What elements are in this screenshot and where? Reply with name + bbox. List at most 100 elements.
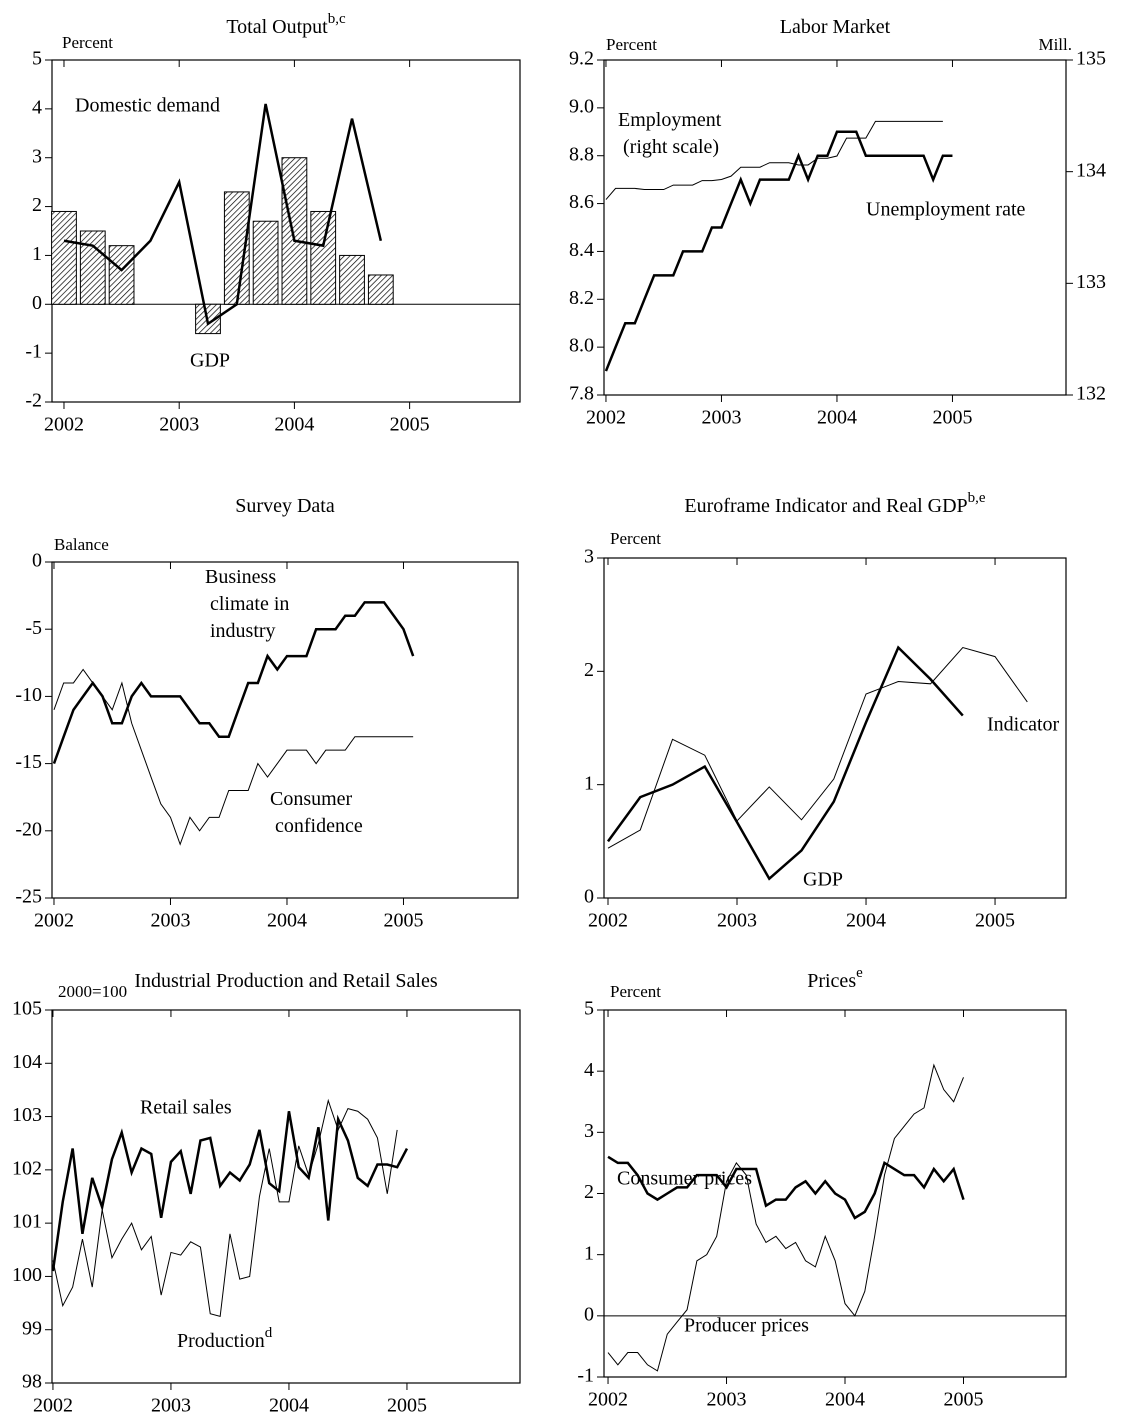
x-tick-label: 2003: [150, 910, 190, 932]
y-tick-label: 0: [584, 886, 594, 908]
x-tick-label: 2003: [159, 414, 199, 436]
plot-frame: [603, 59, 1067, 396]
series-line: [52, 1098, 398, 1318]
x-tick-label: 2004: [817, 407, 857, 429]
title-text: Labor Market: [780, 16, 891, 38]
y-tick-label: 104: [12, 1051, 42, 1073]
x-tick-label: 2002: [588, 1389, 628, 1411]
title-text: Prices: [807, 970, 856, 992]
plot-frame: [51, 1009, 521, 1384]
y-tick-label: 3: [584, 1120, 594, 1142]
x-tick-label: 2003: [707, 1389, 747, 1411]
y-axis-unit: Percent: [610, 982, 661, 1001]
title-sup: b,e: [968, 490, 986, 506]
bar: [339, 254, 365, 305]
y-tick-label: 8.8: [569, 143, 594, 165]
y-tick-label: 105: [12, 998, 42, 1020]
x-tick-label: 2004: [269, 1395, 309, 1415]
series-label: Employment (right scale): [618, 109, 722, 158]
x-tick-label: 2004: [267, 910, 307, 932]
series-label-line: Employment: [618, 109, 722, 131]
x-tick-label: 2003: [717, 910, 757, 932]
y-tick-label: -1: [577, 1365, 594, 1387]
series-name: Production: [177, 1330, 265, 1352]
bar: [79, 230, 106, 305]
title-text: Survey Data: [235, 495, 335, 517]
title-sup: b,c: [328, 11, 346, 27]
series-label-line: Business: [205, 566, 276, 588]
y2-axis-unit: Mill.: [1038, 35, 1072, 54]
y-tick-label: -15: [15, 751, 42, 773]
y-tick-label: 3: [584, 546, 594, 568]
y-tick-label: 2: [32, 194, 42, 216]
series-line: [607, 1155, 965, 1220]
y-tick-label: 7.8: [569, 383, 594, 405]
y-tick-label: -10: [15, 684, 42, 706]
y-tick-label: -2: [25, 390, 42, 412]
y-tick-label: 103: [12, 1104, 42, 1126]
x-tick-label: 2004: [274, 414, 314, 436]
title-text: Total Output: [226, 16, 328, 38]
x-tick-label: 2002: [33, 1395, 73, 1415]
y-tick-label: 102: [12, 1157, 42, 1179]
y-tick-label: 9.2: [569, 48, 594, 70]
y-tick-label: 8.4: [569, 239, 594, 261]
series-label: GDP: [803, 869, 843, 891]
x-tick-label: 2005: [387, 1395, 427, 1415]
x-tick-label: 2005: [932, 407, 972, 429]
series-label-line: (right scale): [618, 136, 719, 158]
y-tick-label: 0: [32, 550, 42, 572]
y2-tick-label: 135: [1076, 48, 1106, 70]
x-tick-label: 2003: [701, 407, 741, 429]
y-tick-label: 8.0: [569, 335, 594, 357]
y-tick-label: 98: [22, 1371, 42, 1393]
series-label: GDP: [190, 350, 230, 372]
y2-tick-label: 134: [1076, 159, 1106, 181]
series-label: Productiond: [177, 1325, 273, 1351]
x-tick-label: 2005: [383, 910, 423, 932]
series-label-line: Consumer: [270, 788, 353, 810]
series-line: [604, 130, 953, 372]
y-tick-label: 1: [584, 772, 594, 794]
y-axis-unit: Percent: [610, 529, 661, 548]
title-text: Industrial Production and Retail Sales: [134, 970, 437, 992]
x-tick-label: 2002: [34, 910, 74, 932]
y-tick-label: -20: [15, 818, 42, 840]
y-tick-label: 2: [584, 659, 594, 681]
series-label-line: confidence: [270, 815, 363, 837]
series-line: [607, 646, 1028, 849]
y-tick-label: 5: [584, 998, 594, 1020]
y-tick-label: 5: [32, 48, 42, 70]
y-tick-label: 0: [584, 1303, 594, 1325]
series-line: [52, 601, 415, 765]
plot-frame: [603, 557, 1067, 899]
x-tick-label: 2004: [825, 1389, 865, 1411]
x-tick-label: 2005: [944, 1389, 984, 1411]
series-label-line: industry: [205, 620, 276, 642]
y-axis-unit: Balance: [54, 535, 109, 554]
y-tick-label: 9.0: [569, 95, 594, 117]
chart-title: Pricese: [807, 965, 863, 991]
y-tick-label: 4: [32, 96, 42, 118]
bar: [281, 157, 308, 305]
series-label-line: climate in: [205, 593, 289, 615]
y-tick-label: -5: [25, 617, 42, 639]
bar: [367, 274, 394, 305]
series-line: [607, 1063, 964, 1372]
chart-title: Survey Data: [235, 495, 335, 517]
y-axis-unit: 2000=100: [58, 982, 127, 1001]
y-tick-label: 99: [22, 1317, 42, 1339]
chart-title: Euroframe Indicator and Real GDPb,e: [684, 490, 985, 516]
y-tick-label: 1: [32, 243, 42, 265]
x-tick-label: 2002: [44, 414, 84, 436]
y-tick-label: -1: [25, 341, 42, 363]
y-tick-label: 3: [32, 145, 42, 167]
y-tick-label: 4: [584, 1059, 594, 1081]
series-line: [606, 645, 964, 881]
x-tick-label: 2003: [151, 1395, 191, 1415]
series-label: Business climate in industry: [205, 566, 289, 642]
bar: [310, 210, 337, 305]
x-tick-label: 2005: [390, 414, 430, 436]
y-tick-label: 101: [12, 1211, 42, 1233]
